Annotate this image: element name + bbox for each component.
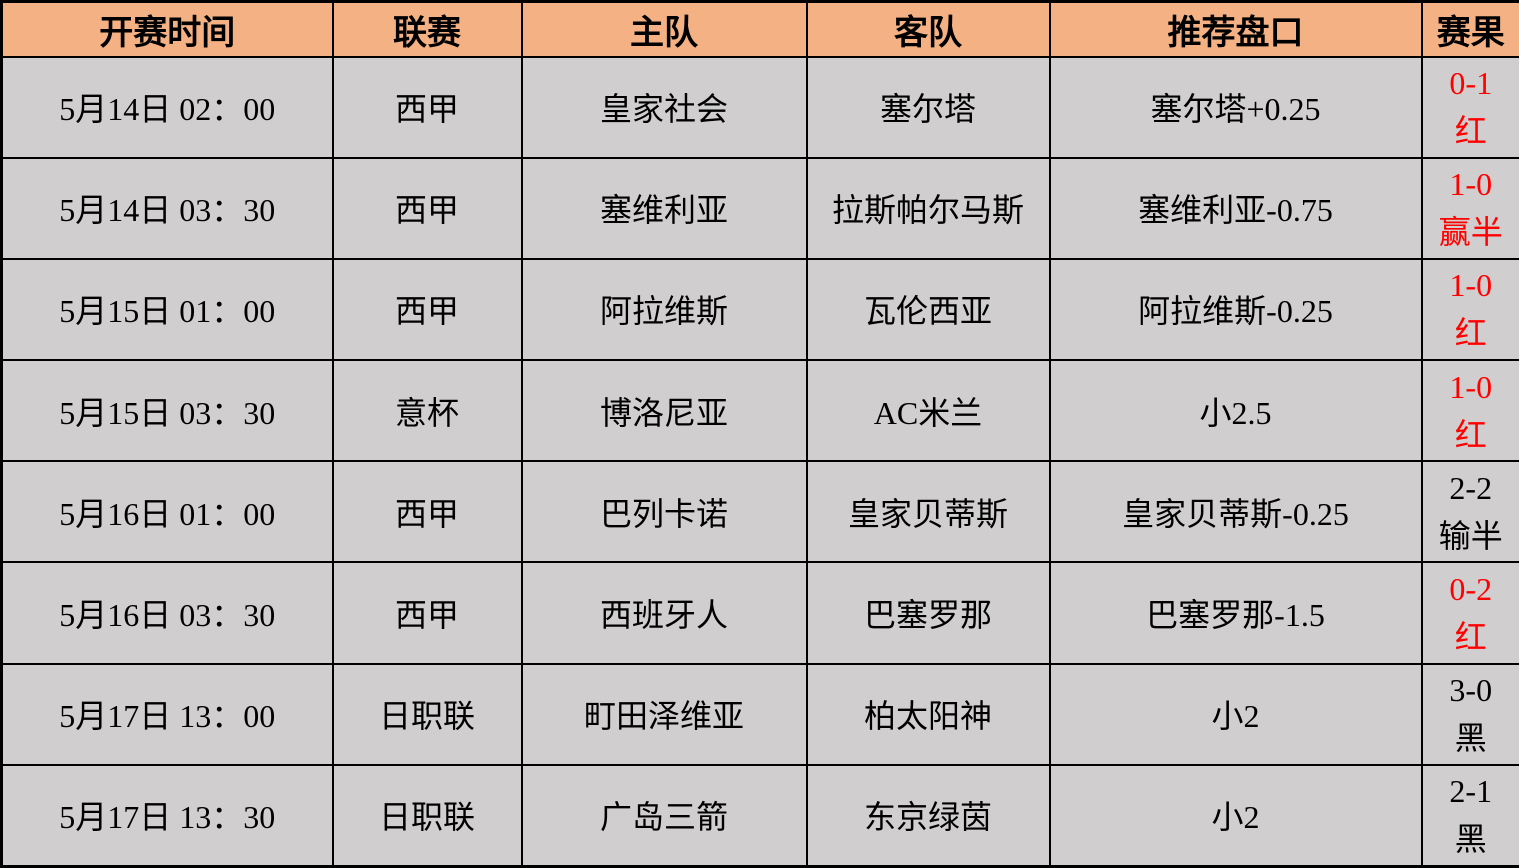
result-outcome: 红 bbox=[1454, 113, 1487, 150]
col-header-away-team: 客队 bbox=[805, 0, 1051, 58]
result-score: 0-1 bbox=[1449, 65, 1493, 102]
cell-result: 2-1 黑 bbox=[1420, 763, 1519, 868]
cell-kickoff-time: 5月15日 03：30 bbox=[0, 359, 334, 463]
result-outcome: 黑 bbox=[1454, 720, 1487, 757]
cell-home-team: 塞维利亚 bbox=[520, 156, 808, 260]
cell-home-team: 阿拉维斯 bbox=[520, 257, 808, 362]
cell-league: 西甲 bbox=[331, 156, 523, 260]
result-outcome: 红 bbox=[1454, 618, 1487, 655]
cell-handicap: 阿拉维斯-0.25 bbox=[1048, 257, 1423, 362]
result-outcome: 红 bbox=[1454, 416, 1487, 453]
cell-handicap: 塞尔塔+0.25 bbox=[1048, 55, 1423, 159]
header-row: 开赛时间 联赛 主队 客队 推荐盘口 赛果 bbox=[0, 0, 1519, 58]
cell-handicap: 小2 bbox=[1048, 662, 1423, 766]
table-row: 5月16日 01：00 西甲 巴列卡诺 皇家贝蒂斯 皇家贝蒂斯-0.25 2-2… bbox=[0, 460, 1519, 564]
cell-result: 2-2 输半 bbox=[1420, 460, 1519, 564]
table-row: 5月17日 13：00 日职联 町田泽维亚 柏太阳神 小2 3-0 黑 bbox=[0, 662, 1519, 766]
table-row: 5月14日 02：00 西甲 皇家社会 塞尔塔 塞尔塔+0.25 0-1 红 bbox=[0, 55, 1519, 159]
result-outcome: 赢半 bbox=[1438, 214, 1503, 251]
col-header-result: 赛果 bbox=[1420, 0, 1519, 58]
cell-league: 日职联 bbox=[331, 662, 523, 766]
result-score: 1-0 bbox=[1449, 368, 1493, 405]
result-score: 1-0 bbox=[1449, 267, 1493, 304]
cell-result: 0-2 红 bbox=[1420, 561, 1519, 665]
cell-away-team: 巴塞罗那 bbox=[805, 561, 1051, 665]
result-score: 1-0 bbox=[1449, 166, 1493, 203]
table-row: 5月15日 03：30 意杯 博洛尼亚 AC米兰 小2.5 1-0 红 bbox=[0, 359, 1519, 463]
cell-handicap: 皇家贝蒂斯-0.25 bbox=[1048, 460, 1423, 564]
result-score: 3-0 bbox=[1449, 672, 1493, 709]
result-score: 2-2 bbox=[1449, 469, 1493, 506]
cell-handicap: 小2 bbox=[1048, 763, 1423, 868]
cell-result: 1-0 红 bbox=[1420, 359, 1519, 463]
cell-home-team: 博洛尼亚 bbox=[520, 359, 808, 463]
cell-away-team: 瓦伦西亚 bbox=[805, 257, 1051, 362]
cell-home-team: 广岛三箭 bbox=[520, 763, 808, 868]
cell-away-team: 皇家贝蒂斯 bbox=[805, 460, 1051, 564]
cell-kickoff-time: 5月14日 03：30 bbox=[0, 156, 334, 260]
cell-league: 西甲 bbox=[331, 460, 523, 564]
cell-league: 西甲 bbox=[331, 257, 523, 362]
cell-away-team: 拉斯帕尔马斯 bbox=[805, 156, 1051, 260]
cell-home-team: 巴列卡诺 bbox=[520, 460, 808, 564]
cell-kickoff-time: 5月16日 03：30 bbox=[0, 561, 334, 665]
cell-handicap: 巴塞罗那-1.5 bbox=[1048, 561, 1423, 665]
cell-home-team: 皇家社会 bbox=[520, 55, 808, 159]
col-header-kickoff-time: 开赛时间 bbox=[0, 0, 334, 58]
result-score: 2-1 bbox=[1449, 773, 1493, 810]
cell-away-team: 柏太阳神 bbox=[805, 662, 1051, 766]
cell-kickoff-time: 5月16日 01：00 bbox=[0, 460, 334, 564]
cell-away-team: 东京绿茵 bbox=[805, 763, 1051, 868]
cell-kickoff-time: 5月17日 13：30 bbox=[0, 763, 334, 868]
result-score: 0-2 bbox=[1449, 570, 1493, 607]
cell-home-team: 西班牙人 bbox=[520, 561, 808, 665]
cell-home-team: 町田泽维亚 bbox=[520, 662, 808, 766]
table-row: 5月14日 03：30 西甲 塞维利亚 拉斯帕尔马斯 塞维利亚-0.75 1-0… bbox=[0, 156, 1519, 260]
cell-handicap: 小2.5 bbox=[1048, 359, 1423, 463]
cell-league: 日职联 bbox=[331, 763, 523, 868]
cell-away-team: AC米兰 bbox=[805, 359, 1051, 463]
cell-result: 0-1 红 bbox=[1420, 55, 1519, 159]
cell-result: 1-0 赢半 bbox=[1420, 156, 1519, 260]
col-header-recommended-handicap: 推荐盘口 bbox=[1048, 0, 1423, 58]
cell-result: 1-0 红 bbox=[1420, 257, 1519, 362]
result-outcome: 黑 bbox=[1454, 821, 1487, 858]
cell-kickoff-time: 5月14日 02：00 bbox=[0, 55, 334, 159]
cell-away-team: 塞尔塔 bbox=[805, 55, 1051, 159]
result-outcome: 输半 bbox=[1438, 517, 1503, 554]
result-outcome: 红 bbox=[1454, 315, 1487, 352]
cell-handicap: 塞维利亚-0.75 bbox=[1048, 156, 1423, 260]
col-header-home-team: 主队 bbox=[520, 0, 808, 58]
cell-league: 西甲 bbox=[331, 561, 523, 665]
cell-league: 意杯 bbox=[331, 359, 523, 463]
table-row: 5月16日 03：30 西甲 西班牙人 巴塞罗那 巴塞罗那-1.5 0-2 红 bbox=[0, 561, 1519, 665]
table-row: 5月17日 13：30 日职联 广岛三箭 东京绿茵 小2 2-1 黑 bbox=[0, 763, 1519, 868]
col-header-league: 联赛 bbox=[331, 0, 523, 58]
cell-result: 3-0 黑 bbox=[1420, 662, 1519, 766]
table-row: 5月15日 01：00 西甲 阿拉维斯 瓦伦西亚 阿拉维斯-0.25 1-0 红 bbox=[0, 257, 1519, 362]
cell-kickoff-time: 5月15日 01：00 bbox=[0, 257, 334, 362]
cell-kickoff-time: 5月17日 13：00 bbox=[0, 662, 334, 766]
cell-league: 西甲 bbox=[331, 55, 523, 159]
